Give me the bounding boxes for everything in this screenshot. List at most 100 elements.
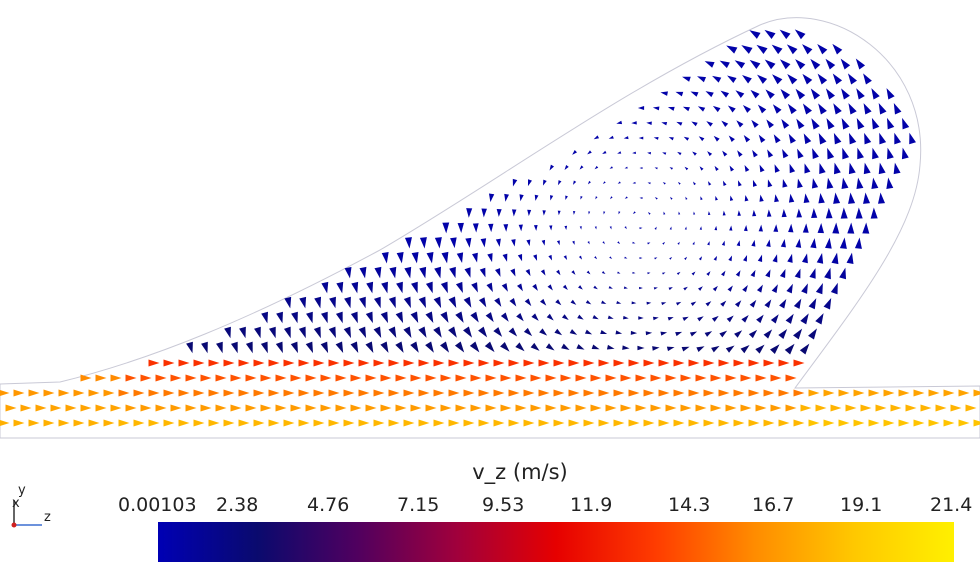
velocity-arrow — [838, 389, 850, 397]
velocity-arrow — [887, 117, 895, 130]
velocity-arrow — [238, 419, 250, 427]
velocity-arrow — [553, 389, 565, 397]
velocity-arrow — [752, 209, 757, 217]
velocity-arrow — [650, 404, 662, 412]
velocity-arrow — [808, 298, 817, 310]
velocity-arrow — [411, 281, 418, 294]
velocity-arrow — [637, 106, 645, 111]
velocity-arrow — [764, 59, 776, 70]
velocity-arrow — [511, 209, 517, 217]
velocity-arrow — [748, 359, 760, 367]
velocity-arrow — [893, 102, 902, 115]
velocity-arrow — [720, 90, 730, 98]
velocity-arrow — [230, 341, 238, 354]
velocity-arrow — [697, 106, 706, 112]
velocity-arrow — [848, 162, 856, 175]
velocity-arrow — [564, 225, 568, 231]
velocity-arrow — [635, 404, 647, 412]
velocity-arrow — [380, 311, 388, 324]
velocity-arrow — [455, 374, 467, 382]
velocity-arrow — [610, 196, 613, 200]
velocity-arrow — [712, 105, 721, 113]
velocity-arrow — [714, 225, 718, 231]
velocity-arrow — [699, 166, 704, 171]
velocity-arrow — [834, 162, 841, 175]
velocity-arrow — [560, 374, 572, 382]
velocity-arrow — [433, 389, 445, 397]
velocity-arrow — [545, 374, 557, 382]
velocity-arrow — [750, 89, 760, 99]
velocity-arrow — [260, 374, 272, 382]
velocity-arrow — [553, 419, 565, 427]
velocity-arrow — [58, 389, 70, 397]
velocity-arrow — [766, 239, 771, 247]
y-axis-label: y — [18, 483, 26, 498]
velocity-arrow — [261, 311, 269, 324]
velocity-arrow — [591, 344, 600, 350]
velocity-arrow — [826, 118, 835, 130]
velocity-arrow — [712, 285, 718, 292]
velocity-arrow — [855, 58, 866, 70]
velocity-arrow — [863, 192, 871, 204]
velocity-arrow — [868, 389, 880, 397]
velocity-arrow — [688, 419, 700, 427]
velocity-arrow — [841, 88, 850, 100]
velocity-arrow — [344, 296, 351, 309]
velocity-arrow — [601, 300, 607, 304]
velocity-arrow — [830, 282, 838, 295]
velocity-arrow — [669, 257, 673, 260]
velocity-arrow — [722, 180, 727, 186]
velocity-arrow — [707, 211, 711, 216]
velocity-arrow — [740, 374, 752, 382]
velocity-arrow — [577, 314, 584, 320]
velocity-arrow — [572, 149, 578, 155]
velocity-arrow — [719, 60, 730, 69]
velocity-arrow — [298, 389, 310, 397]
velocity-arrow — [590, 374, 602, 382]
velocity-arrow — [872, 147, 879, 160]
velocity-arrow — [440, 281, 448, 294]
velocity-arrow — [518, 224, 523, 232]
velocity-arrow — [905, 404, 917, 412]
velocity-arrow — [343, 419, 355, 427]
velocity-arrow — [284, 296, 292, 309]
velocity-arrow — [883, 419, 895, 427]
velocity-arrow — [965, 404, 977, 412]
velocity-arrow — [815, 282, 823, 295]
velocity-arrow — [80, 374, 92, 382]
velocity-arrow — [350, 341, 359, 354]
velocity-arrow — [275, 404, 287, 412]
velocity-arrow — [650, 374, 662, 382]
velocity-arrow — [639, 167, 643, 169]
velocity-vector-field-view[interactable] — [0, 0, 980, 470]
velocity-arrow — [643, 389, 655, 397]
velocity-arrow — [704, 331, 713, 337]
colorbar-tick: 7.15 — [397, 494, 440, 516]
velocity-arrow — [299, 296, 307, 309]
velocity-arrow — [653, 136, 659, 140]
colorbar-tick: 11.9 — [570, 494, 613, 516]
velocity-arrow — [110, 374, 122, 382]
velocity-arrow — [818, 192, 825, 204]
velocity-arrow — [298, 359, 310, 367]
velocity-arrow — [442, 222, 450, 234]
velocity-arrow — [689, 331, 698, 337]
velocity-arrow — [609, 256, 613, 259]
velocity-arrow — [744, 195, 749, 202]
velocity-arrow — [620, 404, 632, 412]
velocity-arrow — [718, 419, 730, 427]
velocity-arrow — [306, 311, 313, 324]
velocity-arrow — [125, 404, 137, 412]
velocity-arrow — [519, 194, 524, 202]
velocity-arrow — [605, 374, 617, 382]
velocity-arrow — [846, 252, 854, 265]
velocity-arrow — [350, 311, 358, 324]
velocity-arrow — [825, 58, 836, 70]
velocity-arrow — [764, 299, 772, 309]
velocity-arrow — [785, 404, 797, 412]
velocity-arrow — [572, 180, 577, 185]
velocity-arrow — [832, 222, 840, 234]
velocity-arrow — [125, 374, 137, 382]
velocity-arrow — [283, 326, 291, 339]
velocity-arrow — [848, 192, 856, 204]
